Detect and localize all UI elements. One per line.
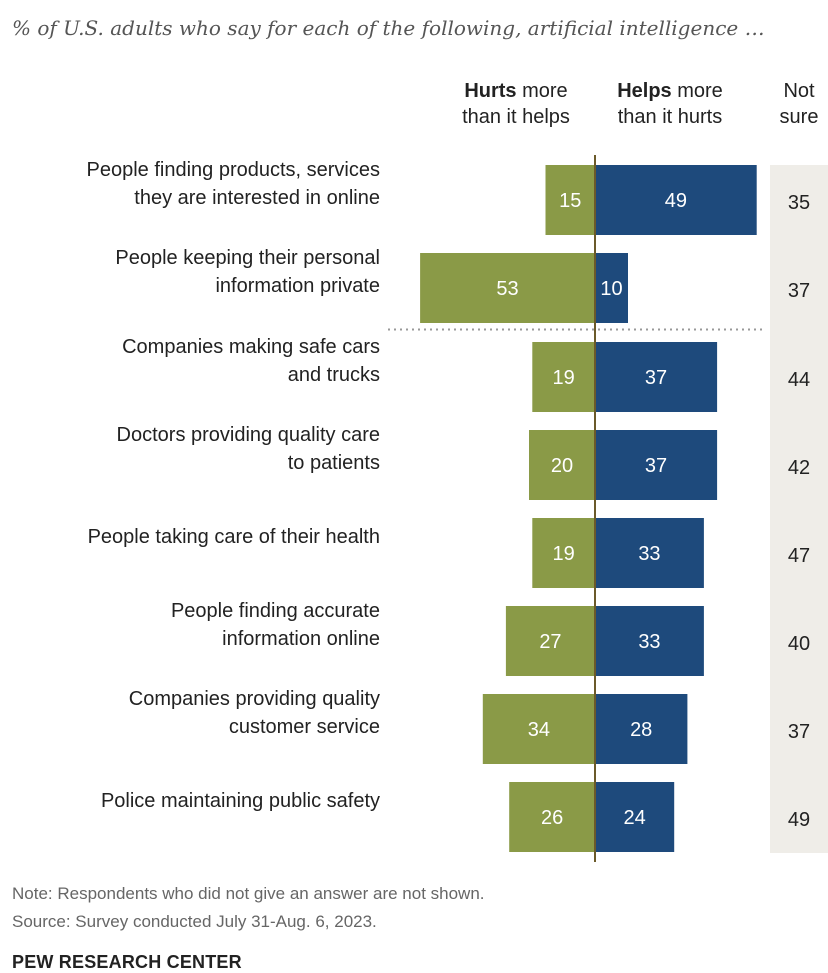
category-label-line: People finding accurate xyxy=(170,600,380,622)
category-label: People finding products, services they ar… xyxy=(10,156,381,212)
category-label-line: Companies providing quality xyxy=(128,688,380,710)
column-header-helps-bold: Helps xyxy=(617,80,672,102)
helps-value-label: 24 xyxy=(623,807,645,829)
helps-value-label: 28 xyxy=(630,719,652,741)
category-label: People finding accurate information onlin… xyxy=(10,597,380,653)
category-label-line: customer service xyxy=(228,716,380,738)
column-header-helps-rest2: than it hurts xyxy=(617,106,723,128)
not-sure-value: 47 xyxy=(787,545,811,567)
column-header-not-sure-line1: Not xyxy=(783,80,815,102)
not-sure-value: 49 xyxy=(787,809,811,831)
helps-value-label: 37 xyxy=(645,367,667,389)
column-header-hurts-rest1: more xyxy=(516,80,568,102)
helps-bar xyxy=(595,165,757,235)
helps-value-label: 37 xyxy=(645,455,667,477)
not-sure-column-band xyxy=(770,165,828,853)
hurts-bar xyxy=(505,606,595,676)
helps-value-label: 10 xyxy=(600,278,622,300)
category-label-line: People taking care of their health xyxy=(87,526,380,548)
hurts-bar xyxy=(529,430,595,500)
hurts-bar xyxy=(509,782,595,852)
hurts-value-label: 34 xyxy=(528,719,550,741)
not-sure-value: 37 xyxy=(787,280,811,302)
hurts-bar xyxy=(532,518,595,588)
column-header-hurts: Hurts more than it helps xyxy=(436,78,596,130)
hurts-value-label: 26 xyxy=(541,807,563,829)
category-label-line: People keeping their personal xyxy=(115,247,380,269)
hurts-value-label: 53 xyxy=(496,278,518,300)
pew-research-logo: PEW RESEARCH CENTER xyxy=(12,952,242,972)
column-header-not-sure: Not sure xyxy=(770,78,828,130)
not-sure-value: 42 xyxy=(787,457,811,479)
chart-source: Source: Survey conducted July 31-Aug. 6,… xyxy=(12,912,377,931)
helps-bar xyxy=(595,606,704,676)
hurts-bar xyxy=(420,253,595,323)
category-label-line: information private xyxy=(215,275,380,297)
hurts-value-label: 19 xyxy=(553,367,575,389)
column-header-hurts-rest2: than it helps xyxy=(462,106,570,128)
category-label-line: to patients xyxy=(287,452,380,474)
column-header-hurts-bold: Hurts xyxy=(464,80,517,102)
category-label: Companies making safe cars and trucks xyxy=(10,333,380,389)
helps-bar xyxy=(595,782,675,852)
not-sure-value: 37 xyxy=(787,721,811,743)
category-label-line: and trucks xyxy=(287,364,380,386)
category-label-line: they are interested in online xyxy=(134,187,380,209)
helps-bar xyxy=(595,518,704,588)
column-header-helps: Helps more than it hurts xyxy=(600,78,740,130)
category-label: People taking care of their health xyxy=(10,523,380,551)
hurts-bar xyxy=(545,165,595,235)
hurts-value-label: 20 xyxy=(551,455,573,477)
hurts-value-label: 27 xyxy=(539,631,561,653)
category-label-line: information online xyxy=(222,628,380,650)
category-label: Companies providing quality customer serv… xyxy=(10,685,380,741)
helps-value-label: 49 xyxy=(665,190,687,212)
category-label: Doctors providing quality care to patient… xyxy=(10,421,380,477)
not-sure-value: 44 xyxy=(787,369,811,391)
hurts-value-label: 15 xyxy=(559,190,581,212)
hurts-bar xyxy=(532,342,595,412)
category-label-line: People finding products, services xyxy=(86,159,381,181)
chart-note: Note: Respondents who did not give an an… xyxy=(12,884,485,903)
category-label-line: Companies making safe cars xyxy=(122,336,380,358)
column-header-not-sure-line2: sure xyxy=(779,106,819,128)
column-header-helps-rest1: more xyxy=(671,80,723,102)
helps-bar xyxy=(595,694,688,764)
helps-bar xyxy=(595,430,718,500)
category-label-line: Doctors providing quality care xyxy=(116,424,380,446)
helps-bar xyxy=(595,342,718,412)
category-label: Police maintaining public safety xyxy=(10,787,380,815)
helps-value-label: 33 xyxy=(638,543,660,565)
helps-value-label: 33 xyxy=(638,631,660,653)
not-sure-value: 35 xyxy=(787,192,811,214)
chart-subtitle: % of U.S. adults who say for each of the… xyxy=(12,16,765,40)
not-sure-value: 40 xyxy=(787,633,811,655)
hurts-bar xyxy=(482,694,595,764)
hurts-value-label: 19 xyxy=(553,543,575,565)
helps-bar xyxy=(595,253,628,323)
category-label: People keeping their personal information… xyxy=(10,244,380,300)
category-label-line: Police maintaining public safety xyxy=(100,790,380,812)
